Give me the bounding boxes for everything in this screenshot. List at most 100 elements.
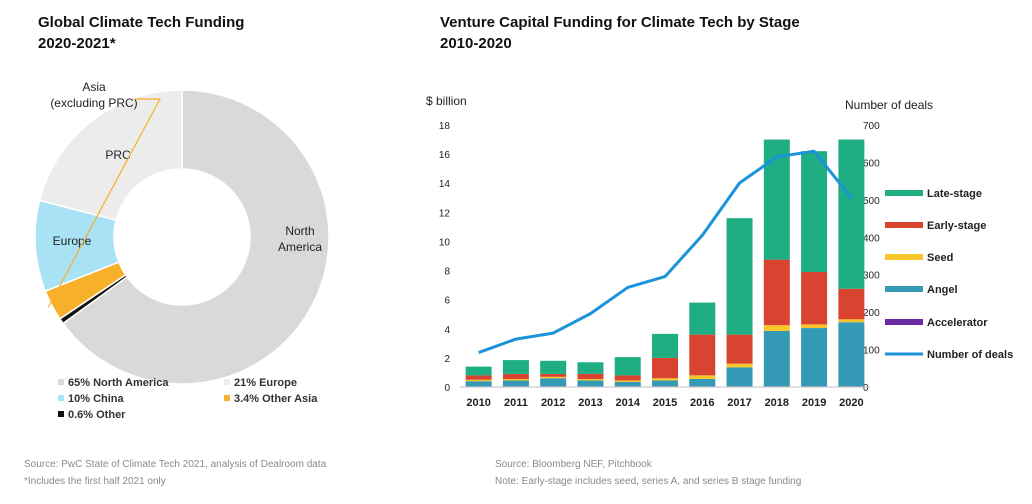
y2-tick-label: 700 bbox=[863, 121, 880, 132]
bar-segment-early bbox=[465, 375, 492, 380]
legend-label-europe: 21% Europe bbox=[234, 377, 297, 389]
y-tick-label: 18 bbox=[439, 121, 451, 132]
legend-label-deals: Number of deals bbox=[927, 349, 1013, 361]
bar-segment-late bbox=[465, 366, 492, 376]
bar-segment-angel bbox=[465, 381, 492, 387]
x-tick-label: 2020 bbox=[839, 397, 863, 409]
bar-segment-seed bbox=[465, 379, 492, 382]
legend-swatch-seed bbox=[885, 254, 923, 260]
legend-label-angel: Angel bbox=[927, 284, 958, 296]
bar-segment-angel bbox=[652, 380, 678, 387]
x-tick-label: 2013 bbox=[578, 397, 602, 409]
legend-swatch-other_asia bbox=[224, 395, 230, 401]
x-tick-label: 2017 bbox=[727, 397, 751, 409]
legend-swatch-angel bbox=[885, 286, 923, 292]
y2-tick-label: 500 bbox=[863, 196, 880, 207]
legend-swatch-other bbox=[58, 411, 64, 417]
donut-slice-north_america bbox=[62, 89, 330, 385]
bar-segment-angel bbox=[689, 378, 716, 387]
y2-tick-label: 400 bbox=[863, 233, 880, 244]
y2-tick-label: 300 bbox=[863, 271, 880, 282]
left-chart-title: Global Climate Tech Funding 2020-2021* bbox=[38, 12, 244, 54]
legend-label-early: Early-stage bbox=[927, 220, 986, 232]
bar-segment-angel bbox=[614, 381, 641, 387]
donut-label-china: PRC bbox=[105, 148, 131, 162]
legend-label-late: Late-stage bbox=[927, 188, 982, 200]
left-source: Source: PwC State of Climate Tech 2021, … bbox=[24, 459, 327, 470]
bar-segment-seed bbox=[502, 378, 529, 381]
y2-tick-label: 200 bbox=[863, 308, 880, 319]
bar-segment-late bbox=[801, 151, 828, 273]
bar-segment-seed bbox=[689, 375, 716, 379]
y-tick-label: 14 bbox=[439, 179, 451, 190]
legend-label-other_asia: 3.4% Other Asia bbox=[234, 393, 318, 405]
right-title-line2: 2010-2020 bbox=[440, 35, 512, 52]
legend-label-other: 0.6% Other bbox=[68, 409, 126, 421]
donut-label-other_asia: Asia bbox=[82, 80, 106, 94]
donut-leader-line bbox=[47, 98, 162, 308]
x-tick-label: 2010 bbox=[466, 397, 490, 409]
legend-label-north_america: 65% North America bbox=[68, 377, 169, 389]
donut-label-north_america: North bbox=[285, 224, 314, 238]
left-title-line1: Global Climate Tech Funding bbox=[38, 14, 245, 31]
legend-label-china: 10% China bbox=[68, 393, 125, 405]
bar-segment-seed bbox=[763, 325, 790, 331]
deals-line bbox=[478, 149, 853, 354]
y-tick-label: 8 bbox=[444, 267, 450, 278]
bar-segment-early bbox=[540, 373, 567, 377]
bar-segment-seed bbox=[540, 376, 567, 379]
bar-segment-early bbox=[801, 272, 828, 325]
bar-segment-late bbox=[763, 139, 790, 260]
left-footnote: *Includes the first half 2021 only bbox=[24, 476, 166, 487]
legend-swatch-late bbox=[885, 190, 923, 196]
bar-segment-early bbox=[838, 288, 865, 320]
y-tick-label: 0 bbox=[444, 383, 450, 394]
donut-label-north_america: America bbox=[278, 240, 322, 254]
bar-segment-early bbox=[652, 357, 678, 379]
bar-segment-seed bbox=[801, 324, 828, 329]
x-tick-label: 2018 bbox=[765, 397, 789, 409]
donut-slice-europe bbox=[38, 89, 183, 222]
right-chart-title: Venture Capital Funding for Climate Tech… bbox=[440, 12, 800, 54]
x-tick-label: 2011 bbox=[504, 397, 528, 409]
bar-segment-angel bbox=[577, 380, 604, 387]
y2-tick-label: 0 bbox=[863, 383, 869, 394]
x-tick-label: 2012 bbox=[541, 397, 565, 409]
y-tick-label: 10 bbox=[439, 237, 451, 248]
legend-swatch-china bbox=[58, 395, 64, 401]
right-source: Source: Bloomberg NEF, Pitchbook bbox=[495, 459, 652, 470]
right-note: Note: Early-stage includes seed, series … bbox=[495, 476, 802, 487]
x-tick-label: 2015 bbox=[653, 397, 677, 409]
y-tick-label: 6 bbox=[444, 296, 450, 307]
bar-segment-early bbox=[614, 375, 641, 381]
bar-segment-angel bbox=[726, 367, 753, 387]
right-title-line1: Venture Capital Funding for Climate Tech… bbox=[440, 14, 800, 31]
bar-segment-late bbox=[726, 218, 753, 335]
x-tick-label: 2016 bbox=[690, 397, 714, 409]
legend-swatch-europe bbox=[224, 379, 230, 385]
bar-segment-seed bbox=[726, 363, 753, 368]
y2-tick-label: 600 bbox=[863, 158, 880, 169]
donut-label-other_asia: (excluding PRC) bbox=[50, 96, 137, 110]
bar-segment-late bbox=[838, 139, 865, 289]
legend-label-seed: Seed bbox=[927, 252, 953, 264]
x-tick-label: 2014 bbox=[615, 397, 640, 409]
bar-segment-late bbox=[652, 333, 678, 358]
bar-segment-late bbox=[577, 362, 604, 374]
bar-segment-angel bbox=[502, 380, 529, 387]
y-tick-label: 4 bbox=[444, 325, 450, 336]
y-tick-label: 2 bbox=[444, 354, 450, 365]
bar-segment-angel bbox=[838, 322, 865, 387]
y2-tick-label: 100 bbox=[863, 346, 880, 357]
bar-segment-late bbox=[502, 360, 529, 374]
bar-segment-early bbox=[502, 373, 529, 379]
bar-segment-seed bbox=[652, 378, 678, 381]
bar-segment-late bbox=[614, 357, 641, 376]
bar-segment-late bbox=[689, 302, 716, 335]
bar-segment-early bbox=[577, 373, 604, 379]
bar-segment-seed bbox=[614, 380, 641, 382]
bar-segment-early bbox=[726, 334, 753, 364]
stacked-bar-chart: $ billion Number of deals 0 2 4 6 8 10 12 14 16 18 0… bbox=[426, 94, 1013, 409]
x-tick-label: 2019 bbox=[802, 397, 826, 409]
